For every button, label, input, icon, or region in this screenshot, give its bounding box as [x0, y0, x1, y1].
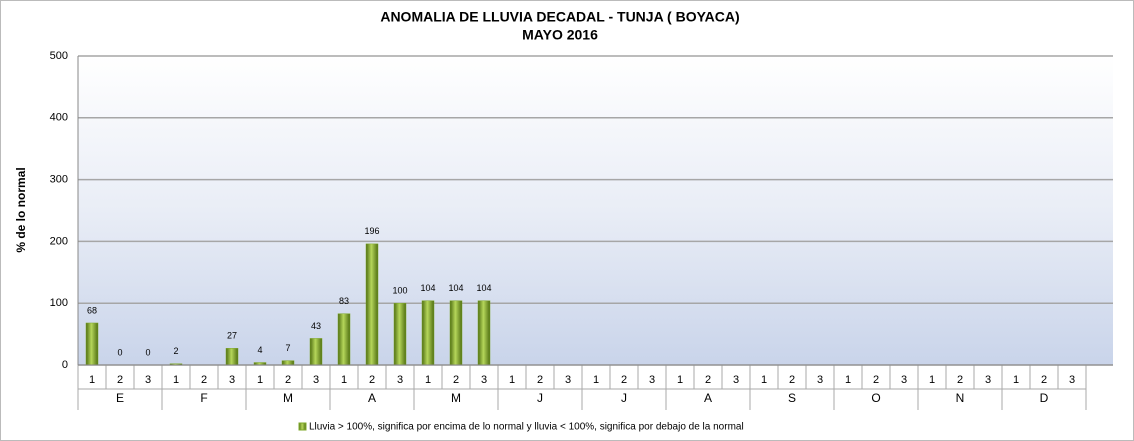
x-tick-label: 2 [957, 374, 963, 386]
x-tick-label: 2 [369, 374, 375, 386]
bar [477, 300, 491, 366]
group-label: M [283, 391, 293, 405]
plot-area [78, 56, 1113, 365]
bar [225, 348, 239, 366]
x-tick-label: 2 [789, 374, 795, 386]
y-axis-label: % de lo normal [14, 167, 28, 252]
data-label: 0 [145, 347, 150, 357]
group-label: A [704, 391, 712, 405]
x-tick-label: 2 [453, 374, 459, 386]
x-tick-label: 2 [117, 374, 123, 386]
x-tick-label: 2 [705, 374, 711, 386]
y-tick-label: 500 [50, 50, 68, 62]
group-label: S [788, 391, 796, 405]
x-tick-label: 1 [425, 374, 431, 386]
x-tick-label: 3 [733, 374, 739, 386]
x-tick-label: 2 [285, 374, 291, 386]
data-label: 27 [227, 331, 237, 341]
x-tick-label: 1 [341, 374, 347, 386]
y-tick-label: 300 [50, 174, 68, 186]
group-label: D [1040, 391, 1049, 405]
x-tick-label: 2 [621, 374, 627, 386]
x-tick-label: 1 [89, 374, 95, 386]
bar [365, 243, 379, 366]
x-tick-label: 2 [537, 374, 543, 386]
x-tick-label: 2 [201, 374, 207, 386]
legend-swatch [298, 422, 307, 431]
data-label: 2 [173, 346, 178, 356]
x-tick-label: 1 [677, 374, 683, 386]
bar [85, 322, 99, 366]
x-tick-label: 3 [313, 374, 319, 386]
group-label: N [956, 391, 965, 405]
bar [421, 300, 435, 366]
x-tick-label: 3 [1069, 374, 1075, 386]
bar [309, 338, 323, 366]
chart-subtitle: MAYO 2016 [522, 27, 598, 43]
data-label: 196 [364, 226, 379, 236]
group-label: F [200, 391, 207, 405]
data-label: 0 [117, 347, 122, 357]
group-label: M [451, 391, 461, 405]
group-label: E [116, 391, 124, 405]
x-tick-label: 3 [145, 374, 151, 386]
x-tick-label: 3 [481, 374, 487, 386]
data-label: 43 [311, 321, 321, 331]
x-tick-label: 1 [1013, 374, 1019, 386]
group-label: A [368, 391, 376, 405]
x-tick-label: 1 [761, 374, 767, 386]
x-tick-label: 1 [845, 374, 851, 386]
bar [337, 313, 351, 366]
data-label: 104 [420, 283, 435, 293]
y-tick-label: 400 [50, 112, 68, 124]
x-tick-label: 1 [173, 374, 179, 386]
y-tick-label: 0 [62, 359, 68, 371]
x-tick-label: 1 [593, 374, 599, 386]
x-tick-label: 1 [257, 374, 263, 386]
x-tick-label: 3 [229, 374, 235, 386]
x-tick-label: 2 [873, 374, 879, 386]
x-tick-label: 3 [649, 374, 655, 386]
x-tick-label: 3 [565, 374, 571, 386]
bar [393, 302, 407, 366]
x-tick-label: 3 [397, 374, 403, 386]
data-label: 100 [392, 286, 407, 296]
data-label: 83 [339, 296, 349, 306]
x-tick-label: 3 [901, 374, 907, 386]
chart-title: ANOMALIA DE LLUVIA DECADAL - TUNJA ( BOY… [380, 9, 739, 25]
x-tick-label: 2 [1041, 374, 1047, 386]
data-label: 104 [476, 283, 491, 293]
x-tick-label: 3 [817, 374, 823, 386]
group-label: J [621, 391, 627, 405]
data-label: 68 [87, 305, 97, 315]
group-label: O [871, 391, 880, 405]
y-tick-label: 100 [50, 297, 68, 309]
data-label: 7 [285, 343, 290, 353]
bar [449, 300, 463, 366]
x-tick-label: 1 [509, 374, 515, 386]
x-tick-label: 3 [985, 374, 991, 386]
legend-label: Lluvia > 100%, significa por encima de l… [309, 422, 744, 433]
y-tick-label: 200 [50, 235, 68, 247]
x-tick-label: 1 [929, 374, 935, 386]
data-label: 104 [448, 283, 463, 293]
data-label: 4 [257, 345, 262, 355]
bar [281, 360, 295, 366]
group-label: J [537, 391, 543, 405]
